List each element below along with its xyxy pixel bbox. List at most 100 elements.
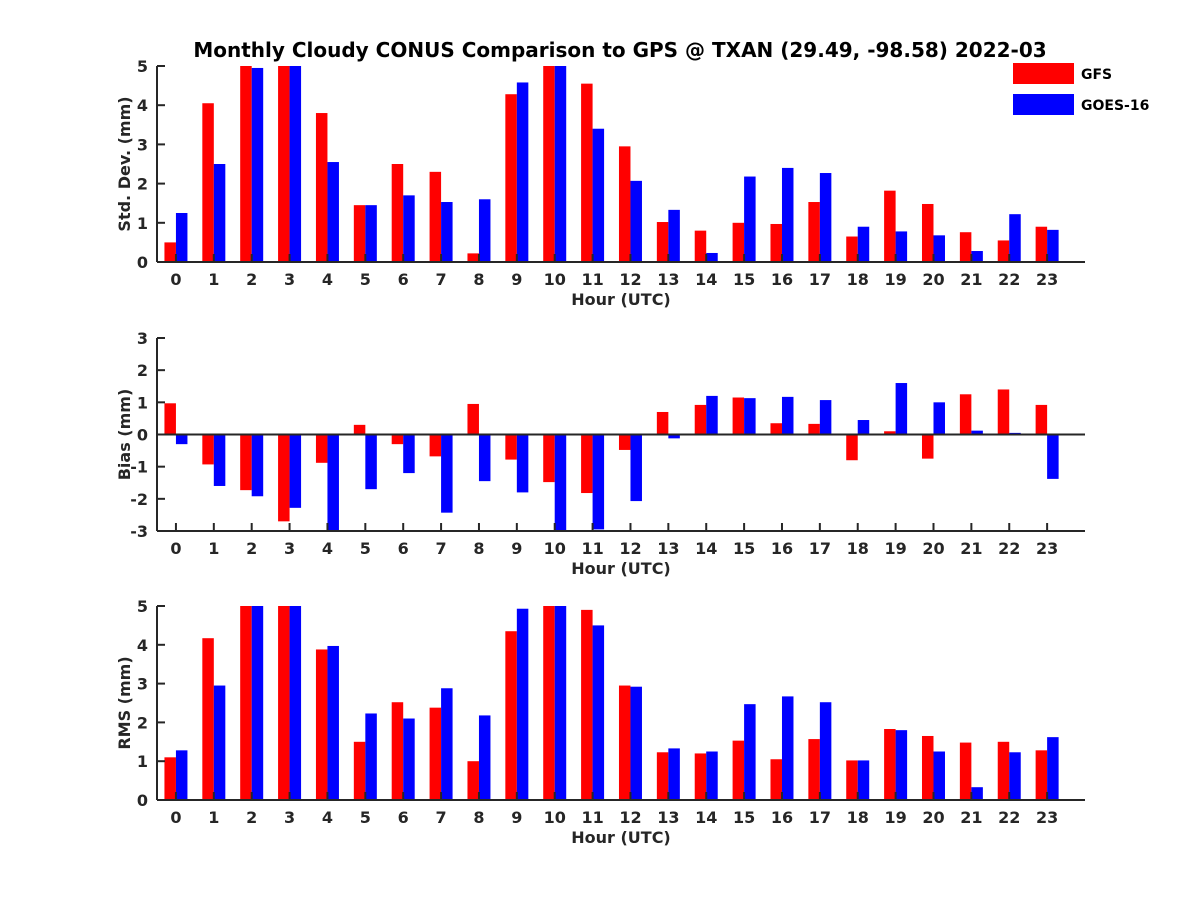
x-tick-label: 13	[657, 539, 679, 558]
x-tick-label: 1	[208, 270, 219, 289]
bar-gfs-hour-20	[921, 735, 934, 800]
x-tick-label: 14	[695, 539, 717, 558]
x-tick-label: 1	[208, 539, 219, 558]
bar-gfs-hour-11	[581, 609, 593, 800]
y-tick-label: 0	[137, 426, 148, 445]
x-tick-label: 9	[511, 270, 522, 289]
x-tick-label: 8	[473, 539, 484, 558]
x-tick-label: 8	[473, 808, 484, 827]
bar-gfs-hour-13	[656, 752, 669, 800]
bar-gfs-hour-22	[997, 240, 1010, 262]
bar-goes-16-hour-4	[327, 434, 339, 531]
bar-gfs-hour-0	[164, 403, 176, 435]
bar-goes-16-hour-15	[744, 398, 756, 435]
bar-gfs-hour-14	[694, 404, 707, 435]
y-axis-label: RMS (mm)	[115, 656, 134, 749]
x-tick-label: 7	[436, 808, 447, 827]
bar-goes-16-hour-6	[403, 718, 415, 800]
bar-goes-16-hour-16	[781, 696, 794, 800]
bar-gfs-hour-16	[770, 423, 782, 435]
bar-goes-16-hour-15	[744, 176, 756, 262]
bar-gfs-hour-22	[997, 741, 1010, 800]
bar-gfs-hour-4	[315, 113, 328, 262]
x-tick-label: 12	[619, 539, 641, 558]
y-tick-label: 0	[137, 791, 148, 810]
y-tick-label: 4	[137, 636, 148, 655]
bar-goes-16-hour-15	[744, 704, 756, 800]
x-tick-label: 10	[544, 539, 566, 558]
y-axis-label: Std. Dev. (mm)	[115, 96, 134, 231]
bar-goes-16-hour-13	[668, 209, 680, 262]
y-tick-label: -3	[130, 522, 148, 541]
bar-gfs-hour-8	[467, 253, 479, 262]
x-tick-label: 15	[733, 270, 755, 289]
x-tick-label: 6	[398, 270, 409, 289]
bar-gfs-hour-18	[846, 236, 858, 262]
bar-gfs-hour-21	[959, 742, 972, 800]
x-tick-label: 2	[246, 808, 257, 827]
x-tick-label: 6	[398, 808, 409, 827]
bar-goes-16-hour-12	[630, 434, 642, 502]
bar-goes-16-hour-23	[1047, 737, 1059, 800]
x-tick-label: 17	[809, 539, 831, 558]
bar-goes-16-hour-4	[327, 162, 339, 262]
y-tick-label: 1	[137, 393, 148, 412]
bar-gfs-hour-9	[505, 631, 517, 800]
x-tick-label: 16	[771, 808, 793, 827]
y-tick-label: 1	[137, 214, 148, 233]
bar-gfs-hour-3	[278, 606, 290, 800]
bar-goes-16-hour-17	[819, 400, 832, 435]
bar-goes-16-hour-0	[175, 750, 188, 800]
x-tick-label: 19	[884, 270, 906, 289]
x-tick-label: 18	[847, 270, 869, 289]
bar-gfs-hour-22	[997, 389, 1010, 435]
x-tick-label: 11	[581, 539, 603, 558]
bar-gfs-hour-12	[618, 146, 631, 262]
chart-legend: GFS GOES-16	[1013, 63, 1149, 115]
x-tick-label: 21	[960, 270, 982, 289]
x-tick-label: 11	[581, 808, 603, 827]
x-tick-label: 12	[619, 808, 641, 827]
bar-goes-16-hour-21	[971, 430, 983, 435]
bar-goes-16-hour-14	[706, 395, 718, 435]
x-tick-label: 5	[360, 808, 371, 827]
bar-gfs-hour-21	[959, 232, 972, 262]
x-tick-label: 16	[771, 539, 793, 558]
x-tick-label: 22	[998, 270, 1020, 289]
x-tick-label: 12	[619, 270, 641, 289]
bar-goes-16-hour-16	[781, 167, 794, 262]
bar-gfs-hour-0	[164, 757, 176, 800]
x-tick-label: 18	[847, 808, 869, 827]
x-tick-label: 0	[170, 808, 181, 827]
x-tick-label: 8	[473, 270, 484, 289]
bar-gfs-hour-5	[353, 205, 366, 262]
legend-swatch-goes-16	[1013, 94, 1074, 115]
bar-gfs-hour-11	[581, 83, 593, 262]
x-tick-label: 18	[847, 539, 869, 558]
bar-gfs-hour-3	[278, 66, 290, 262]
bar-gfs-hour-7	[429, 707, 442, 800]
x-tick-label: 10	[544, 808, 566, 827]
bar-goes-16-hour-4	[327, 645, 339, 800]
bar-goes-16-hour-10	[554, 66, 567, 262]
x-axis-label: Hour (UTC)	[571, 828, 671, 847]
bar-gfs-hour-21	[959, 394, 972, 435]
y-tick-label: 2	[137, 713, 148, 732]
bar-gfs-hour-16	[770, 759, 782, 800]
x-tick-label: 3	[284, 808, 295, 827]
bar-gfs-hour-20	[921, 203, 934, 262]
bar-goes-16-hour-1	[213, 164, 226, 262]
bar-goes-16-hour-18	[857, 226, 870, 262]
x-tick-label: 23	[1036, 808, 1058, 827]
legend-label-goes-16: GOES-16	[1081, 98, 1149, 114]
bar-goes-16-hour-8	[478, 199, 491, 262]
y-tick-label: 5	[137, 57, 148, 76]
bar-goes-16-hour-18	[857, 760, 870, 800]
bar-goes-16-hour-10	[554, 434, 567, 531]
bar-goes-16-hour-20	[933, 402, 945, 435]
bar-gfs-hour-8	[467, 403, 479, 435]
bar-gfs-hour-7	[429, 171, 442, 262]
bar-goes-16-hour-5	[365, 434, 377, 490]
